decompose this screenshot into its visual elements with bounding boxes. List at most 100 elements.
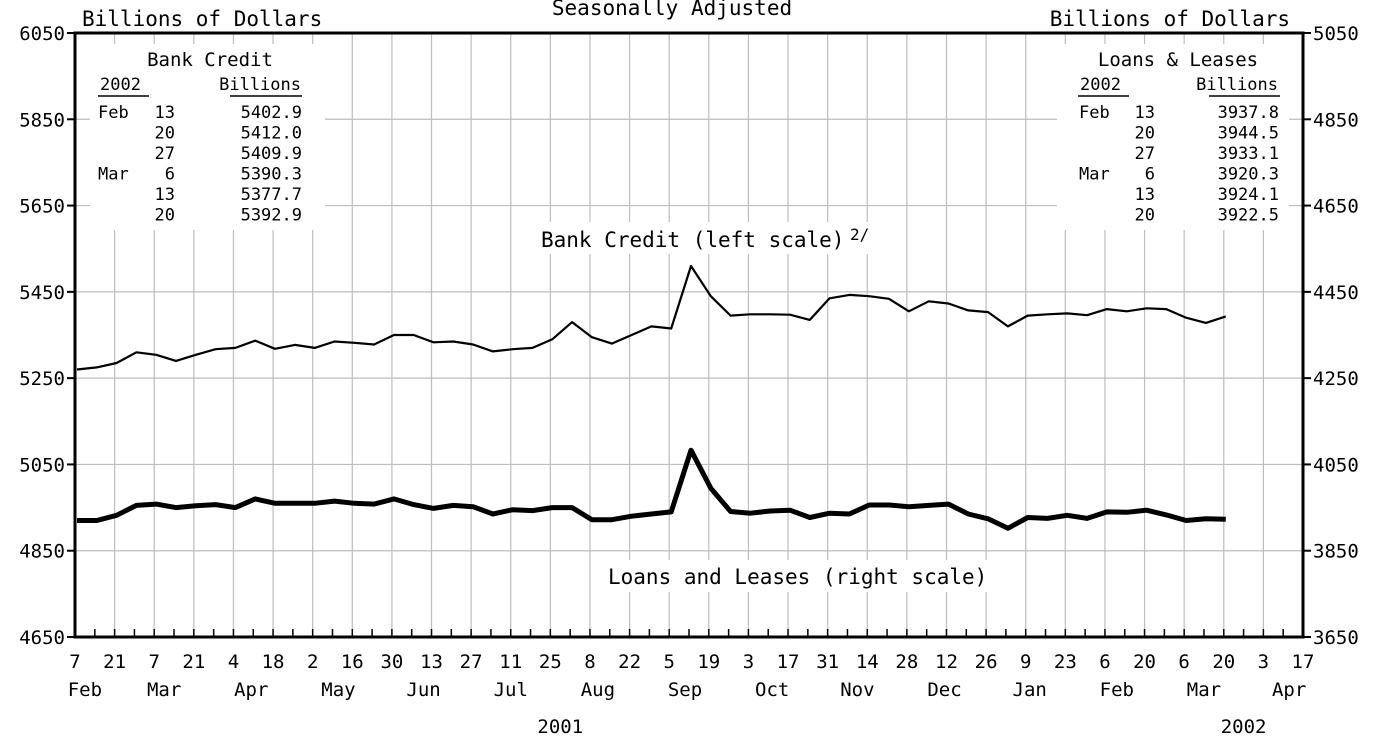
x-day-label: 26 [975, 651, 998, 673]
x-day-label: 25 [539, 651, 562, 673]
left-tick-label: 5450 [19, 282, 65, 304]
x-day-label: 16 [341, 651, 364, 673]
loans-series-label: Loans and Leases (right scale) [608, 565, 987, 589]
bank-credit-value-header: Billions [219, 75, 301, 95]
left-tick-label: 5650 [19, 196, 65, 218]
table-row-month: Feb [98, 103, 129, 123]
right-tick-label: 4050 [1313, 454, 1359, 476]
loans-year-header: 2002 [1080, 75, 1121, 95]
x-day-label: 8 [584, 651, 595, 673]
table-row-day: 13 [1135, 185, 1155, 205]
left-axis-unit: Billions of Dollars [82, 7, 322, 31]
x-month-label: Mar [147, 679, 181, 701]
bank-credit-table-title: Bank Credit [147, 49, 273, 71]
left-tick-label: 4850 [19, 541, 65, 563]
x-day-label: 23 [1054, 651, 1077, 673]
x-month-label: Feb [1100, 679, 1134, 701]
x-day-label: 30 [380, 651, 403, 673]
left-tick-label: 4650 [19, 627, 65, 649]
right-tick-label: 4250 [1313, 368, 1359, 390]
x-day-label: 3 [743, 651, 754, 673]
x-day-label: 5 [663, 651, 674, 673]
x-day-label: 12 [935, 651, 958, 673]
x-day-label: 11 [499, 651, 522, 673]
x-day-label: 17 [777, 651, 800, 673]
table-row-day: 13 [1135, 103, 1155, 123]
x-month-label: Mar [1187, 679, 1221, 701]
table-row-value: 5392.9 [241, 206, 302, 226]
x-month-label: Jan [1013, 679, 1047, 701]
table-row-day: 20 [155, 124, 175, 144]
x-month-label: May [321, 679, 355, 701]
right-tick-label: 3850 [1313, 541, 1359, 563]
table-row-month: Mar [98, 165, 129, 185]
table-row-day: 6 [165, 165, 175, 185]
table-row-day: 13 [155, 103, 175, 123]
right-axis-unit: Billions of Dollars [1050, 7, 1290, 31]
x-day-label: 31 [816, 651, 839, 673]
x-day-label: 19 [697, 651, 720, 673]
left-tick-label: 5250 [19, 368, 65, 390]
loans-table-title: Loans & Leases [1098, 49, 1258, 71]
x-month-label: Feb [68, 679, 102, 701]
x-day-label: 27 [460, 651, 483, 673]
x-day-label: 3 [1258, 651, 1269, 673]
x-year-label: 2002 [1221, 716, 1267, 738]
table-row-day: 13 [155, 185, 175, 205]
x-day-label: 22 [618, 651, 641, 673]
x-year-label: 2001 [537, 716, 583, 738]
x-day-label: 4 [228, 651, 239, 673]
left-tick-label: 5050 [19, 454, 65, 476]
table-row-value: 3924.1 [1218, 185, 1279, 205]
series-lines [76, 264, 1227, 531]
table-row-day: 20 [1135, 206, 1155, 226]
table-row-day: 27 [155, 144, 175, 164]
loans-label-bg [600, 560, 1020, 592]
table-row-value: 5402.9 [241, 103, 302, 123]
loans-table: Loans & Leases 2002 Billions Feb 13 3937.8… [1057, 44, 1289, 230]
table-row-day: 20 [155, 206, 175, 226]
x-month-label: Oct [755, 679, 789, 701]
table-row-day: 20 [1135, 124, 1155, 144]
x-day-label: 7 [148, 651, 159, 673]
table-row-day: 27 [1135, 144, 1155, 164]
x-month-label: Aug [581, 679, 615, 701]
bank-credit-label-bg [532, 222, 887, 254]
right-tick-label: 3650 [1313, 627, 1359, 649]
x-month-label: Nov [840, 679, 874, 701]
right-tick-label: 4850 [1313, 109, 1359, 131]
x-day-label: 20 [1133, 651, 1156, 673]
x-day-label: 9 [1020, 651, 1031, 673]
table-row-value: 3937.8 [1218, 103, 1279, 123]
x-day-label: 28 [895, 651, 918, 673]
loans-value-header: Billions [1196, 75, 1278, 95]
chart-subtitle: Seasonally Adjusted [552, 0, 792, 20]
x-month-label: Jun [406, 679, 440, 701]
table-row-month: Feb [1079, 103, 1110, 123]
table-row-value: 3933.1 [1218, 144, 1279, 164]
x-day-label: 17 [1292, 651, 1315, 673]
bank-credit-footnote: 2/ [850, 225, 869, 244]
table-row-value: 5377.7 [241, 185, 302, 205]
x-day-label: 21 [182, 651, 205, 673]
x-day-label: 6 [1178, 651, 1189, 673]
table-row-day: 6 [1145, 165, 1155, 185]
left-tick-label: 5850 [19, 109, 65, 131]
x-month-label: Sep [668, 679, 702, 701]
table-row-value: 5409.9 [241, 144, 302, 164]
x-day-label: 14 [856, 651, 879, 673]
table-row-value: 5390.3 [241, 165, 302, 185]
x-day-label: 21 [103, 651, 126, 673]
bank-credit-line [76, 264, 1227, 371]
x-day-label: 13 [420, 651, 443, 673]
x-month-label: Apr [1272, 679, 1306, 701]
x-month-label: Dec [927, 679, 961, 701]
left-tick-label: 6050 [19, 23, 65, 45]
bank-credit-year-header: 2002 [100, 75, 141, 95]
bank-credit-series-label: Bank Credit (left scale) [541, 228, 844, 252]
loans-leases-line [77, 447, 1226, 531]
right-tick-label: 4650 [1313, 196, 1359, 218]
table-row-value: 3920.3 [1218, 165, 1279, 185]
x-month-label: Jul [494, 679, 528, 701]
